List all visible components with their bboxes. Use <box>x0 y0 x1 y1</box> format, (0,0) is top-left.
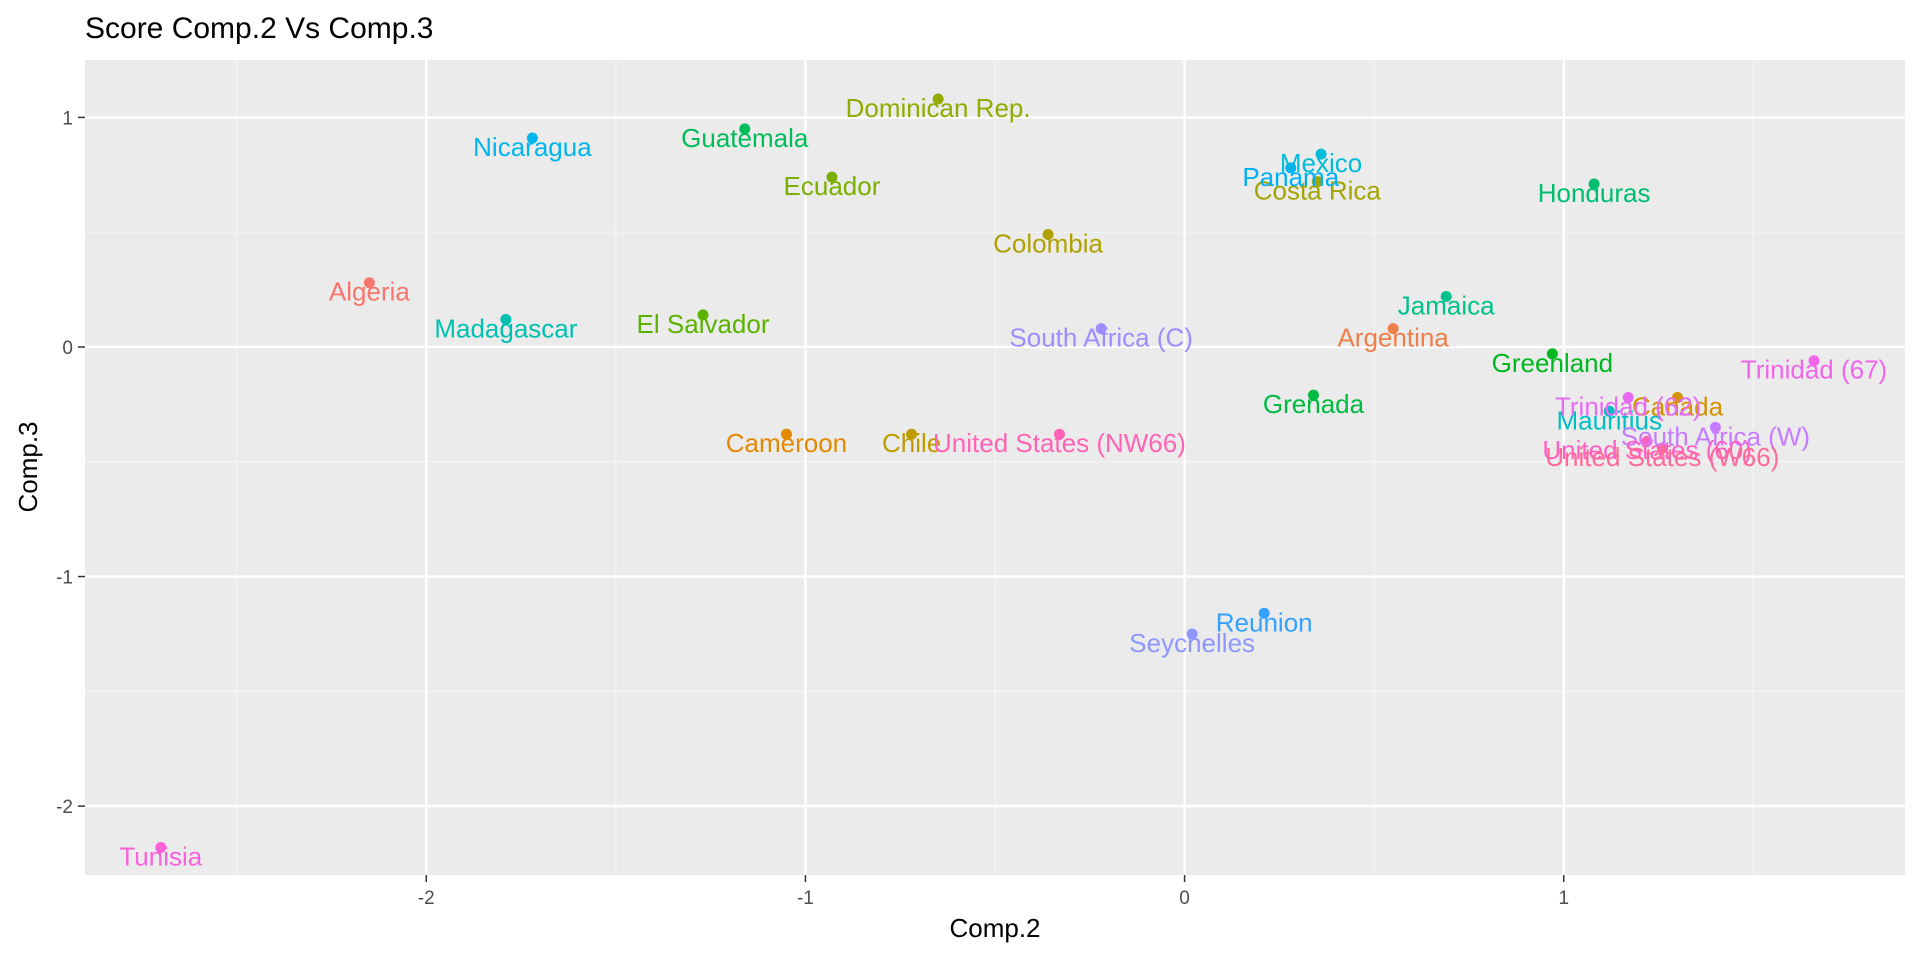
data-label: South Africa (W) <box>1621 421 1810 451</box>
data-label: Honduras <box>1538 178 1651 208</box>
grid-minor <box>85 60 1905 875</box>
chart-title: Score Comp.2 Vs Comp.3 <box>85 12 433 45</box>
y-axis-title: Comp.3 <box>13 421 43 512</box>
data-point <box>526 132 538 144</box>
y-tick-label: 0 <box>62 338 73 359</box>
data-point <box>1095 323 1107 335</box>
data-label: Jamaica <box>1398 290 1495 320</box>
data-point <box>1622 391 1634 403</box>
data-label: Canada <box>1632 391 1724 421</box>
data-point <box>1053 428 1065 440</box>
data-label: Greenland <box>1492 348 1613 378</box>
data-label: Mauritius <box>1557 405 1662 435</box>
x-axis-title: Comp.2 <box>949 913 1040 943</box>
data-point <box>1308 389 1319 401</box>
data-point <box>1315 148 1327 160</box>
x-tick-label: 0 <box>1179 888 1190 909</box>
y-tick-label: 1 <box>62 108 73 129</box>
data-label: Reunion <box>1216 607 1313 637</box>
data-label: Trinidad (67) <box>1741 355 1887 385</box>
data-label: Tunisia <box>119 841 202 871</box>
data-point <box>780 428 792 440</box>
data-label: Cameroon <box>726 428 847 458</box>
data-label: Panama <box>1242 162 1339 192</box>
data-label: Colombia <box>993 228 1103 258</box>
data-point <box>500 313 512 325</box>
data-label: Nicaragua <box>473 132 592 162</box>
data-point <box>1387 323 1399 335</box>
data-label: South Africa (C) <box>1009 323 1193 353</box>
data-label: Ecuador <box>784 171 881 201</box>
data-point <box>1285 162 1297 174</box>
data-label: Argentina <box>1337 323 1449 353</box>
data-point <box>1588 178 1600 190</box>
data-label: United States (NW66) <box>933 428 1186 458</box>
data-point <box>1603 405 1615 417</box>
data-point <box>1186 628 1198 640</box>
data-label: El Salvador <box>637 309 770 339</box>
data-label: Algeria <box>329 277 410 307</box>
data-label: United States (W66) <box>1545 442 1779 472</box>
data-point <box>739 123 751 135</box>
data-label: Mexico <box>1280 148 1362 178</box>
data-labels: Algeria Argentina Cameroon Canada Chile Colom… <box>119 93 1887 871</box>
data-label: United States (60) <box>1542 435 1752 465</box>
data-point <box>1709 421 1721 433</box>
data-point <box>826 171 838 183</box>
data-point <box>932 93 944 105</box>
data-label: Chile <box>882 428 941 458</box>
data-label: Madagascar <box>434 313 577 343</box>
grid-major <box>85 60 1905 875</box>
data-point <box>1042 228 1054 240</box>
x-tick-label: 1 <box>1558 888 1569 909</box>
x-axis: -2 -1 0 1 <box>418 875 1569 909</box>
data-point <box>697 309 709 321</box>
data-label: Seychelles <box>1129 628 1255 658</box>
x-tick-label: -1 <box>797 888 814 909</box>
data-point <box>1440 290 1452 302</box>
data-point <box>1258 607 1270 619</box>
data-point <box>1546 348 1558 360</box>
data-label: Grenada <box>1263 389 1365 419</box>
data-label: Costa Rica <box>1254 176 1382 206</box>
y-axis: 1 0 -1 -2 <box>56 108 85 818</box>
data-point <box>155 841 167 853</box>
data-point <box>1808 355 1820 367</box>
data-label: Guatemala <box>681 123 809 153</box>
x-tick-label: -2 <box>418 888 435 909</box>
data-points <box>155 93 1820 853</box>
data-label: Trinidad (62) <box>1555 391 1701 421</box>
data-point <box>1641 435 1653 447</box>
data-point <box>1311 176 1323 188</box>
y-tick-label: -2 <box>56 797 73 818</box>
data-point <box>906 428 918 440</box>
data-label: Dominican Rep. <box>846 93 1031 123</box>
data-point <box>1672 391 1683 403</box>
data-point <box>1656 442 1668 454</box>
y-tick-label: -1 <box>56 568 73 589</box>
data-point <box>363 277 375 289</box>
